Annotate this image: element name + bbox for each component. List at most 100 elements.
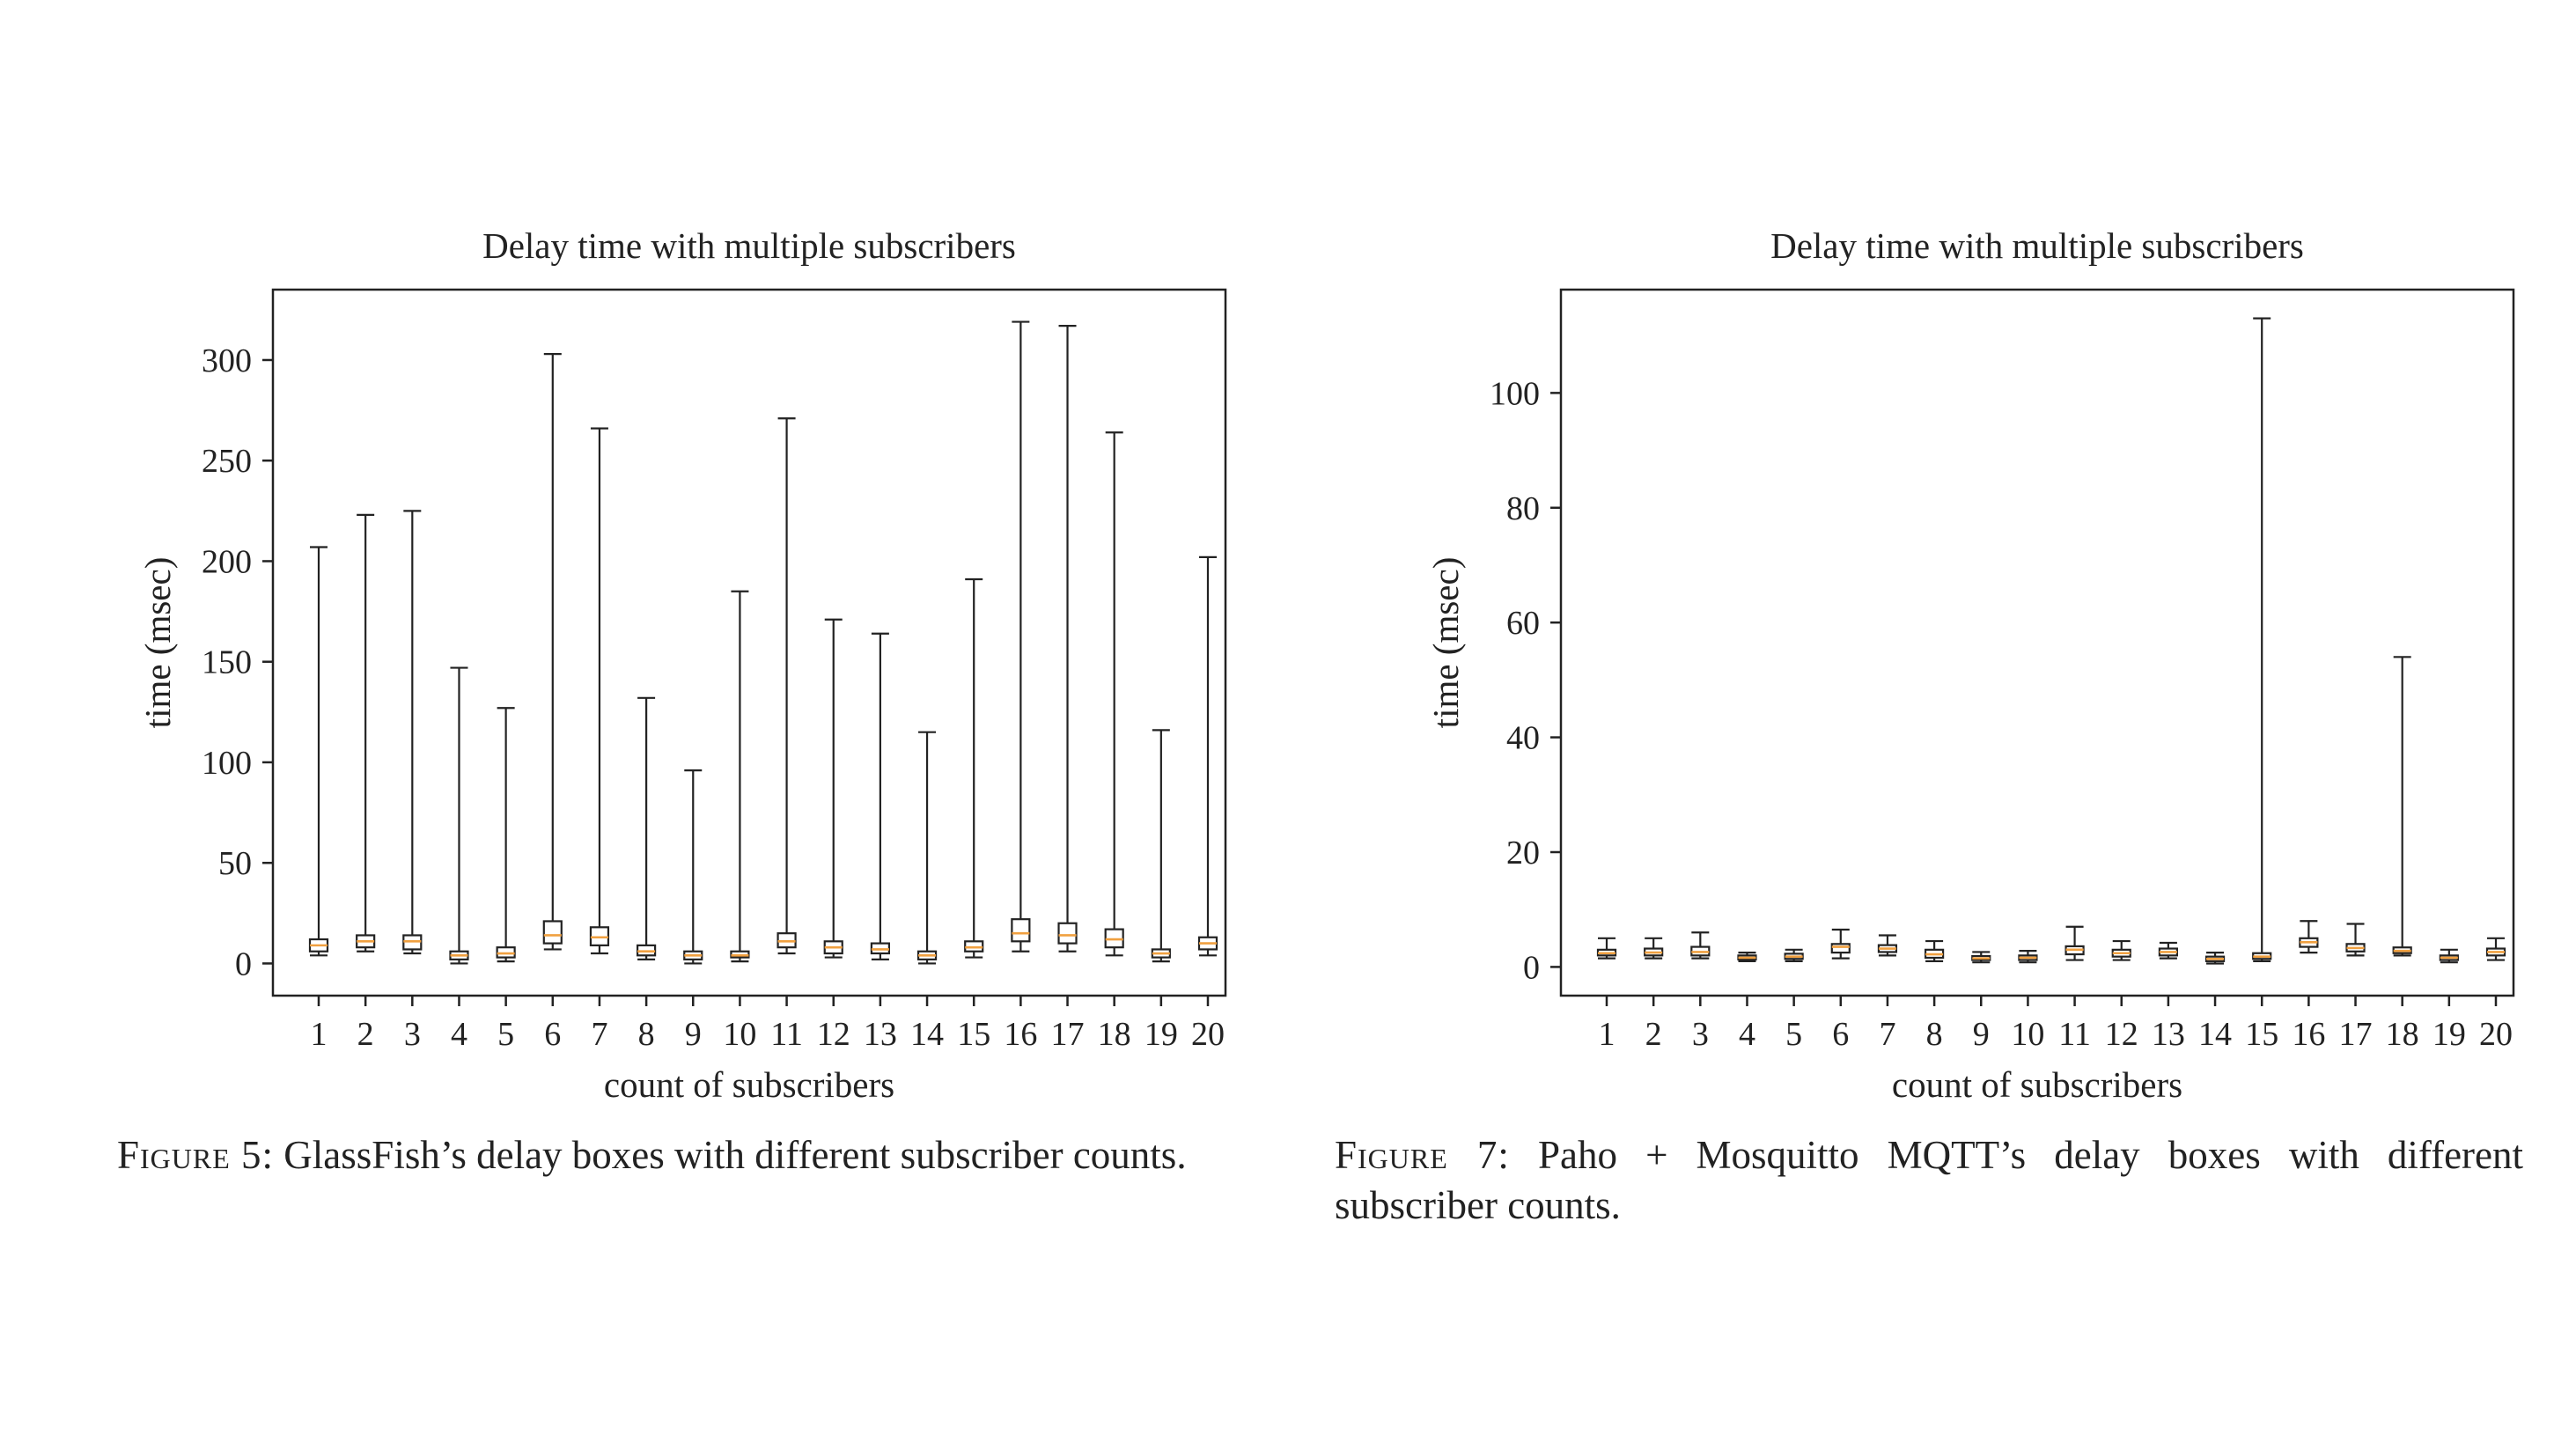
box-10 [2018,950,2038,964]
x-tick-label: 11 [770,1016,803,1053]
box-1 [1596,937,1617,960]
plot-frame [271,288,1227,997]
box-iqr [1011,918,1031,943]
x-tick-label: 12 [2105,1016,2138,1053]
box-iqr [1057,922,1078,945]
chart-title: Delay time with multiple subscribers [1770,225,2304,266]
box-11 [776,417,797,955]
x-tick-label: 11 [2058,1016,2091,1053]
x-tick-label: 8 [1926,1016,1943,1053]
y-axis-label: time (msec) [137,557,178,729]
box-5 [1784,948,1804,962]
box-9 [683,769,703,965]
box-15 [2252,317,2272,962]
x-tick-label: 18 [2386,1016,2419,1053]
x-tick-label: 16 [2292,1016,2325,1053]
x-tick-label: 4 [451,1016,467,1053]
figure-5-caption-label: Figure 5: [117,1133,275,1177]
box-2 [1644,937,1664,960]
box-7 [1877,934,1898,957]
x-tick-label: 9 [685,1016,702,1053]
box-16 [1011,320,1031,953]
box-18 [1104,431,1124,957]
x-tick-label: 15 [2245,1016,2278,1053]
box-18 [2392,656,2412,957]
box-19 [1151,729,1171,963]
box-5 [496,707,516,963]
x-tick-label: 17 [1051,1016,1085,1053]
box-iqr [542,920,563,945]
box-3 [402,510,423,955]
x-tick-label: 10 [723,1016,756,1053]
x-tick-label: 5 [1785,1016,1802,1053]
y-tick-label: 100 [1490,375,1540,412]
box-13 [2158,941,2178,960]
box-10 [730,590,750,963]
y-tick-label: 0 [235,945,252,982]
box-14 [916,731,938,965]
x-tick-label: 2 [1645,1016,1662,1053]
x-tick-label: 20 [1191,1016,1225,1053]
x-tick-label: 16 [1004,1016,1037,1053]
x-tick-label: 19 [1144,1016,1178,1053]
y-tick-label: 20 [1506,835,1540,872]
box-13 [870,632,890,960]
x-tick-label: 14 [910,1016,944,1053]
box-8 [637,696,657,960]
x-tick-label: 7 [1879,1016,1895,1053]
box-9 [1971,951,1991,964]
x-tick-label: 4 [1739,1016,1755,1053]
y-tick-label: 150 [202,644,252,681]
box-iqr [1830,943,1851,954]
figure-5-caption-text: GlassFish’s delay boxes with different s… [283,1133,1187,1177]
box-6 [542,353,563,951]
x-tick-label: 18 [1098,1016,1131,1053]
x-tick-label: 8 [638,1016,655,1053]
x-tick-label: 17 [2339,1016,2373,1053]
x-tick-label: 15 [957,1016,990,1053]
y-tick-label: 60 [1506,605,1540,642]
x-tick-label: 2 [357,1016,374,1053]
x-axis-label: count of subscribers [604,1064,894,1105]
box-19 [2439,948,2459,964]
box-8 [1925,939,1945,962]
box-2 [356,513,376,953]
y-tick-label: 300 [202,342,252,379]
y-tick-label: 0 [1523,949,1540,986]
y-axis-label: time (msec) [1425,557,1466,729]
x-tick-label: 12 [817,1016,850,1053]
box-1 [308,546,329,957]
y-tick-label: 100 [202,745,252,782]
figure-7-caption: Figure 7: Paho + Mosquitto MQTT’s delay … [1335,1130,2523,1231]
x-tick-label: 3 [1692,1016,1709,1053]
box-4 [1737,951,1757,962]
boxplot-chart-glassfish: Delay time with multiple subscribers time… [137,225,1227,1105]
box-12 [2111,939,2131,961]
box-3 [1690,931,1711,960]
x-tick-label: 20 [2479,1016,2513,1053]
y-tick-label: 250 [202,443,252,480]
y-tick-label: 80 [1506,490,1540,527]
box-7 [589,427,610,955]
x-tick-label: 3 [404,1016,421,1053]
y-tick-label: 200 [202,543,252,580]
box-11 [2064,925,2085,961]
box-20 [2485,937,2506,961]
x-tick-label: 7 [591,1016,607,1053]
x-tick-label: 1 [311,1016,328,1053]
x-tick-label: 10 [2011,1016,2044,1053]
plot-frame [1559,288,2515,997]
x-axis-label: count of subscribers [1892,1064,2182,1105]
box-12 [823,618,843,959]
box-16 [2299,920,2319,954]
figure-7-caption-text: Paho + Mosquitto MQTT’s delay boxes with… [1335,1133,2524,1227]
x-tick-label: 13 [864,1016,897,1053]
y-tick-label: 50 [218,845,252,882]
box-14 [2204,951,2226,965]
box-6 [1830,928,1851,960]
x-tick-label: 6 [1832,1016,1849,1053]
x-tick-label: 13 [2152,1016,2185,1053]
figure-7: Delay time with multiple subscribers time… [1288,0,2576,1449]
x-tick-label: 1 [1599,1016,1616,1053]
box-17 [1057,325,1078,953]
